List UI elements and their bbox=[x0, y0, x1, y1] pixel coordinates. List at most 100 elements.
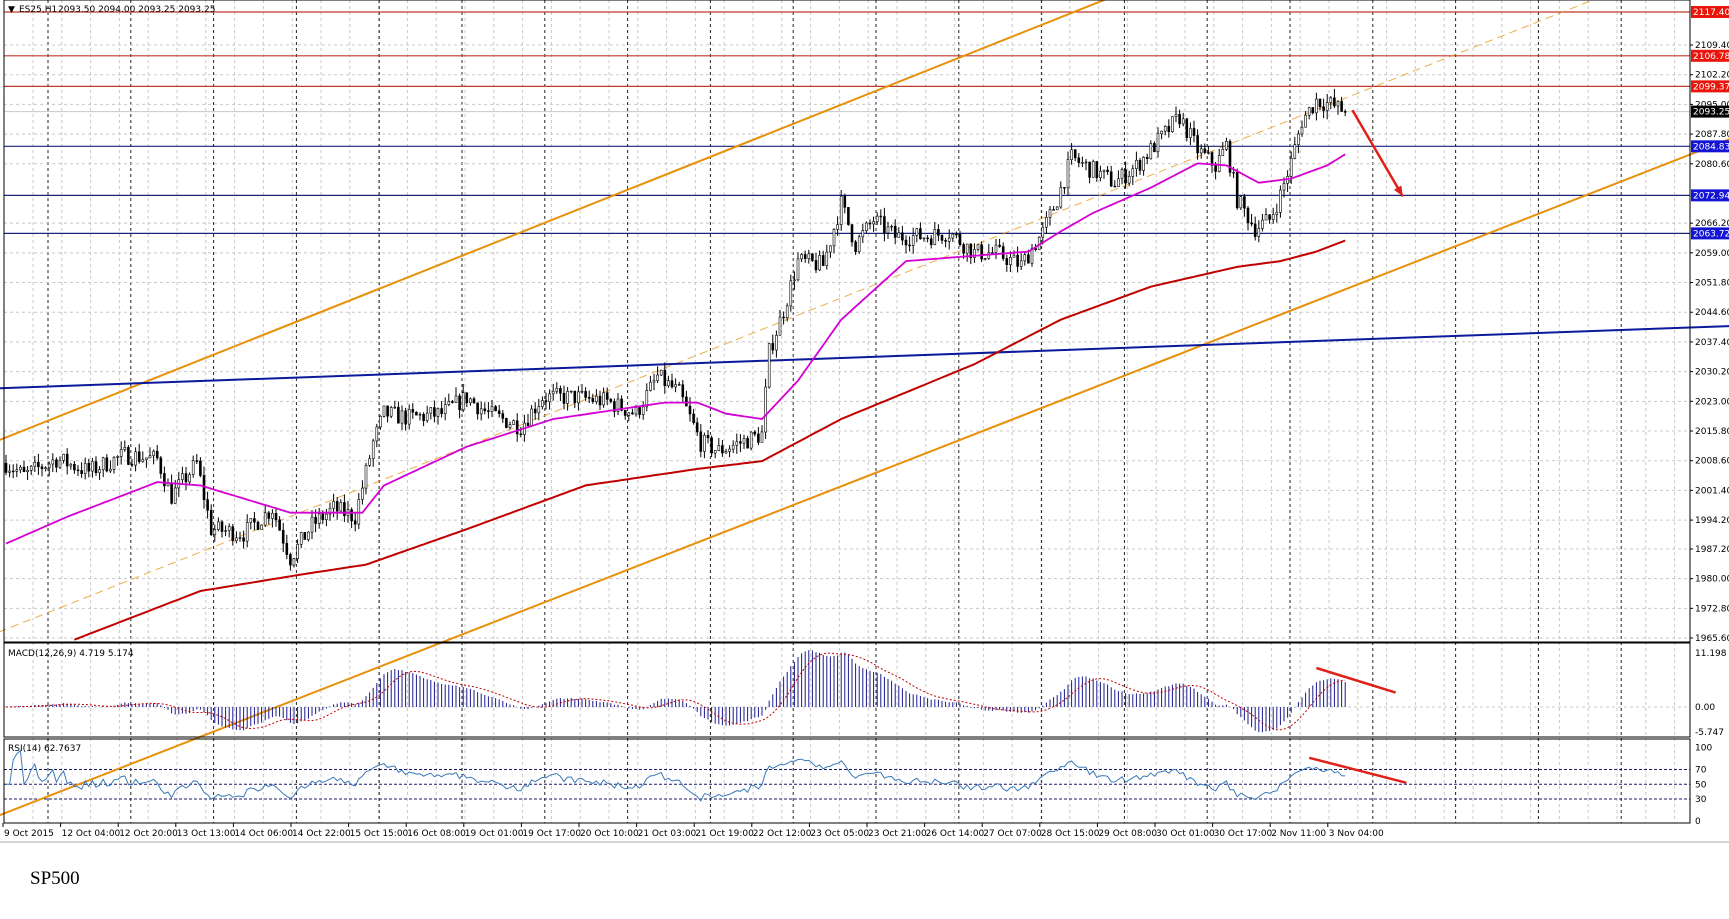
macd-panel bbox=[5, 650, 1396, 733]
candle-body bbox=[148, 455, 152, 459]
candle-body bbox=[1113, 185, 1117, 188]
candle-body bbox=[1167, 126, 1171, 132]
candle-body bbox=[739, 441, 742, 444]
candle-body bbox=[929, 238, 933, 246]
candle-body bbox=[857, 236, 861, 252]
y-tick-label: 1972.80 bbox=[1695, 604, 1729, 614]
candle-body bbox=[785, 305, 789, 319]
y-tick-label: 1980.00 bbox=[1695, 575, 1729, 585]
x-tick-label: 22 Oct 12:00 bbox=[753, 829, 812, 839]
candle-body bbox=[51, 459, 55, 465]
candle-body bbox=[526, 422, 530, 426]
candle-body bbox=[965, 243, 969, 254]
candle-body bbox=[47, 463, 51, 468]
candle-body bbox=[1304, 114, 1307, 128]
x-tick-label: 26 Oct 14:00 bbox=[926, 829, 985, 839]
candle-body bbox=[209, 509, 213, 536]
candle-body bbox=[674, 384, 677, 388]
candle-body bbox=[22, 466, 26, 472]
y-tick-label: 2030.20 bbox=[1695, 368, 1729, 378]
candle-body bbox=[69, 463, 73, 467]
candle-body bbox=[893, 225, 897, 238]
candle-body bbox=[1257, 228, 1261, 237]
candle-body bbox=[559, 388, 562, 394]
candle-body bbox=[361, 487, 364, 500]
candle-body bbox=[555, 388, 559, 392]
candle-body bbox=[1091, 161, 1095, 178]
candle-body bbox=[973, 249, 976, 258]
candle-body bbox=[137, 451, 141, 462]
candle-body bbox=[533, 408, 537, 414]
candle-body bbox=[335, 501, 339, 512]
candle-body bbox=[883, 216, 886, 234]
candle-body bbox=[274, 513, 278, 521]
y-tick-label: 2102.20 bbox=[1695, 71, 1729, 81]
collapse-triangle-icon[interactable]: ▼ bbox=[8, 5, 15, 15]
candle-body bbox=[350, 509, 353, 522]
candle-body bbox=[706, 435, 710, 439]
candle-body bbox=[991, 252, 994, 254]
candle-body bbox=[476, 402, 479, 415]
rsi-line bbox=[6, 749, 1346, 802]
horizontal-levels bbox=[4, 11, 1690, 234]
candle-body bbox=[469, 398, 472, 404]
candle-body bbox=[339, 502, 343, 512]
candle-body bbox=[731, 444, 735, 450]
y-tick-label: 1965.60 bbox=[1695, 634, 1729, 644]
candle-body bbox=[292, 558, 296, 566]
candle-body bbox=[199, 460, 202, 476]
x-tick-label: 23 Oct 05:00 bbox=[810, 829, 869, 839]
candle-body bbox=[735, 441, 739, 446]
candle-body bbox=[109, 469, 112, 472]
candle-body bbox=[1253, 223, 1257, 237]
candle-body bbox=[73, 463, 76, 471]
rsi-y-label: 70 bbox=[1695, 766, 1707, 776]
candle-body bbox=[933, 229, 937, 246]
candle-body bbox=[1199, 148, 1203, 154]
price-tag-box bbox=[1691, 49, 1729, 62]
candle-body bbox=[1142, 156, 1145, 171]
candle-body bbox=[26, 469, 29, 472]
candle-body bbox=[1333, 97, 1336, 107]
candle-body bbox=[1005, 258, 1009, 265]
candle-body bbox=[472, 398, 476, 404]
price-tag-label: 2093.25 bbox=[1693, 108, 1729, 118]
candle-body bbox=[55, 459, 58, 468]
price-tag-box bbox=[1691, 189, 1729, 202]
candle-body bbox=[242, 537, 245, 542]
rsi-y-label: 50 bbox=[1695, 780, 1707, 790]
candle-body bbox=[1246, 207, 1250, 224]
candle-body bbox=[483, 408, 487, 412]
candle-body bbox=[418, 414, 422, 416]
candle-body bbox=[353, 520, 357, 525]
candle-body bbox=[343, 502, 346, 516]
candle-body bbox=[37, 461, 40, 468]
candle-body bbox=[191, 460, 195, 475]
candle-body bbox=[789, 280, 793, 307]
candle-body bbox=[724, 451, 728, 454]
candle-body bbox=[541, 400, 544, 407]
candle-body bbox=[897, 232, 901, 238]
candle-body bbox=[602, 392, 605, 406]
candle-body bbox=[634, 407, 638, 415]
candle-body bbox=[753, 431, 757, 435]
candle-body bbox=[908, 244, 911, 247]
candle-body bbox=[829, 245, 832, 253]
candle-body bbox=[1019, 260, 1023, 267]
x-tick-label: 12 Oct 04:00 bbox=[62, 829, 121, 839]
candle-body bbox=[206, 499, 209, 511]
candle-body bbox=[1289, 157, 1293, 177]
trendlines bbox=[0, 0, 1729, 817]
candle-body bbox=[1163, 126, 1167, 132]
candle-body bbox=[613, 401, 616, 412]
candle-body bbox=[573, 390, 577, 404]
candle-body bbox=[1070, 149, 1073, 160]
candle-body bbox=[677, 384, 681, 386]
candle-body bbox=[1264, 214, 1268, 221]
candle-body bbox=[836, 224, 839, 230]
candle-body bbox=[400, 410, 404, 424]
candle-body bbox=[947, 237, 951, 242]
y-tick-label: 1994.20 bbox=[1695, 516, 1729, 526]
candle-body bbox=[1282, 183, 1286, 191]
